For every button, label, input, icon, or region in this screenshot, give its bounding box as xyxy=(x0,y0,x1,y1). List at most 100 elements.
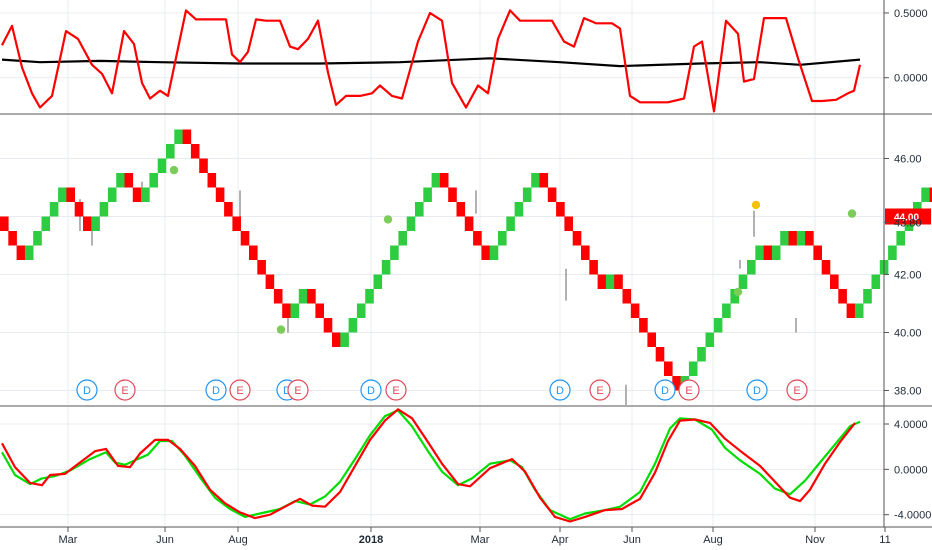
x-tick-label: 11 xyxy=(879,534,890,546)
event-marker-label: E xyxy=(294,385,301,397)
renko-brick-up xyxy=(381,260,391,275)
event-marker-label: D xyxy=(556,385,564,397)
renko-brick-up xyxy=(531,173,540,188)
renko-brick-down xyxy=(439,173,449,188)
event-marker-label: E xyxy=(121,385,128,397)
renko-brick-up xyxy=(730,289,739,304)
main-y-tick-label: 38.00 xyxy=(894,386,922,398)
renko-brick-down xyxy=(66,187,75,202)
signal-dot xyxy=(733,287,743,297)
renko-brick-down xyxy=(597,274,607,289)
renko-brick-up xyxy=(174,129,183,144)
renko-brick-up xyxy=(290,303,300,318)
renko-brick-down xyxy=(190,144,200,159)
renko-brick-up xyxy=(58,187,67,202)
event-marker-e: E xyxy=(589,379,611,401)
x-tick-label: Jun xyxy=(623,534,641,546)
renko-brick-down xyxy=(830,274,839,289)
main-y-tick-label: 40.00 xyxy=(894,328,922,340)
renko-brick-up xyxy=(489,245,499,260)
renko-brick-down xyxy=(672,376,681,391)
renko-brick-up xyxy=(771,245,781,260)
renko-brick-up xyxy=(713,318,723,333)
renko-brick-up xyxy=(390,245,399,260)
renko-brick-up xyxy=(373,274,383,289)
renko-brick-up xyxy=(796,231,806,246)
renko-brick-up xyxy=(356,303,366,318)
signal-dot xyxy=(276,325,286,334)
renko-brick-up xyxy=(863,289,872,304)
renko-brick-down xyxy=(763,245,773,260)
top-series-black xyxy=(1,57,861,68)
signal-dot xyxy=(751,200,761,210)
renko-brick-down xyxy=(647,332,656,347)
event-marker-d: D xyxy=(76,379,98,401)
renko-brick-up xyxy=(605,274,615,289)
x-tick-label: Aug xyxy=(228,534,248,546)
renko-brick-up xyxy=(688,361,698,376)
top-panel: 0.5000 0.0000 xyxy=(0,0,928,114)
bottom-series-red xyxy=(1,408,856,523)
renko-brick-up xyxy=(522,187,532,202)
main-y-tick-label: 42.00 xyxy=(894,270,922,282)
renko-brick-down xyxy=(630,303,640,318)
event-marker-e: E xyxy=(287,379,309,401)
renko-brick-down xyxy=(473,231,482,246)
event-marker-e: E xyxy=(678,379,700,401)
renko-brick-up xyxy=(298,289,308,304)
renko-brick-up xyxy=(854,303,864,318)
renko-brick-up xyxy=(415,202,424,217)
renko-brick-up xyxy=(431,173,441,188)
renko-brick-down xyxy=(614,274,623,289)
event-marker-e: E xyxy=(786,379,808,401)
renko-brick-down xyxy=(74,202,84,217)
x-tick-label: Apr xyxy=(551,534,568,546)
event-marker-label: E xyxy=(392,385,399,397)
event-marker-circle xyxy=(205,379,227,401)
event-marker-circle xyxy=(229,379,251,401)
renko-brick-down xyxy=(224,202,233,217)
renko-brick-down xyxy=(83,216,92,231)
renko-brick-up xyxy=(697,347,706,362)
renko-brick-up xyxy=(91,216,100,231)
x-tick-label: Mar xyxy=(471,534,490,546)
event-marker-circle xyxy=(549,379,571,401)
x-tick-label: Jun xyxy=(156,534,174,546)
renko-brick-up xyxy=(149,173,158,188)
signal-dot xyxy=(847,209,857,218)
event-marker-circle xyxy=(678,379,700,401)
top-series-red xyxy=(1,9,862,113)
renko-brick-down xyxy=(124,173,134,188)
top-y-tick-label: 0.5000 xyxy=(894,8,928,20)
event-marker-e: E xyxy=(385,379,407,401)
bottom-panel: 4.0000 0.0000 -4.0000 xyxy=(0,407,931,526)
renko-brick-down xyxy=(323,318,333,333)
renko-brick-down xyxy=(805,231,814,246)
renko-brick-down xyxy=(581,245,590,260)
event-marker-e: E xyxy=(114,379,136,401)
renko-brick-down xyxy=(448,187,457,202)
renko-brick-up xyxy=(157,158,167,173)
event-marker-label: D xyxy=(283,385,291,397)
renko-brick-up xyxy=(755,245,764,260)
event-marker-circle xyxy=(654,379,676,401)
renko-brick-down xyxy=(456,202,466,217)
event-marker-d: D xyxy=(549,379,571,401)
renko-brick-down xyxy=(838,289,847,304)
renko-brick-up xyxy=(340,332,349,347)
main-y-tick-label: 46.00 xyxy=(894,154,922,166)
bottom-y-tick-label: 4.0000 xyxy=(894,419,928,431)
event-marker-label: E xyxy=(596,385,603,397)
renko-brick-down xyxy=(265,274,275,289)
renko-brick-up xyxy=(99,202,109,217)
renko-brick-down xyxy=(481,245,490,260)
renko-brick-down xyxy=(132,187,142,202)
renko-brick-up xyxy=(365,289,374,304)
secondary-price-label: 43.80 xyxy=(894,217,922,229)
renko-brick-up xyxy=(780,231,789,246)
renko-brick-down xyxy=(572,231,582,246)
renko-brick-up xyxy=(348,318,358,333)
x-tick-label: Mar xyxy=(59,534,78,546)
renko-brick-up xyxy=(498,231,507,246)
x-tick-label: 2018 xyxy=(359,534,383,546)
